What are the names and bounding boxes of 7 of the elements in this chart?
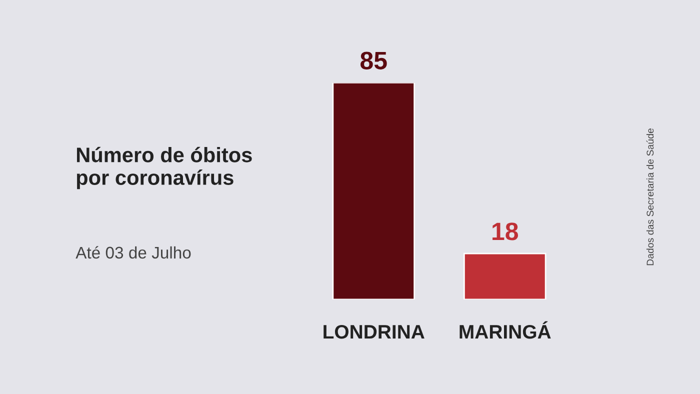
text: Número de óbitos por coronavírus xyxy=(76,146,252,190)
data-label: 18 xyxy=(492,222,518,240)
data-label: 85 xyxy=(360,52,387,70)
x-tick-label: LONDRINA xyxy=(324,324,424,339)
x-tick-label: MARINGÁ xyxy=(460,321,551,339)
text: Dados das Secretaria de Saúde xyxy=(646,128,654,266)
text: Até 03 de Julho xyxy=(76,246,191,259)
